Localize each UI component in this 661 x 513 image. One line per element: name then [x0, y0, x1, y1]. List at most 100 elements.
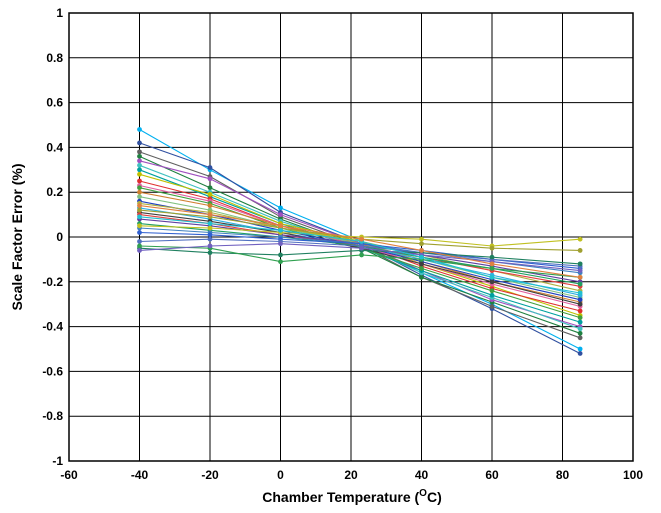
x-tick-labels: -60 -40 -20 0 20 40 60 80 100: [60, 468, 643, 482]
data-point: [207, 243, 213, 249]
data-point: [137, 153, 142, 159]
data-point: [207, 221, 213, 226]
x-tick-label: 20: [344, 468, 358, 482]
series-17: [137, 209, 583, 307]
y-tick-labels: -1 -0.8 -0.6 -0.4 -0.2 0 0.2 0.4 0.6 0.8 1: [42, 6, 63, 468]
data-point: [137, 214, 142, 220]
data-point: [419, 248, 424, 253]
data-point: [489, 254, 495, 260]
data-point: [278, 241, 283, 247]
y-tick-label: 0.8: [46, 51, 63, 65]
data-point: [137, 223, 142, 229]
x-tick-label: 80: [556, 468, 570, 482]
data-point: [207, 250, 213, 256]
data-point: [207, 176, 213, 182]
y-tick-label: -0.8: [42, 409, 63, 423]
data-point: [137, 243, 142, 249]
data-point: [577, 281, 583, 287]
series-30: [137, 203, 583, 280]
data-point: [137, 178, 142, 184]
data-point: [137, 158, 142, 164]
y-tick-label: -0.6: [42, 364, 63, 378]
y-tick-label: -1: [52, 454, 63, 468]
data-point: [207, 212, 213, 218]
data-point: [137, 127, 142, 132]
data-point: [419, 236, 424, 242]
y-tick-label: 0.6: [46, 96, 63, 110]
y-tick-label: -0.4: [42, 320, 63, 334]
data-point: [489, 304, 495, 309]
data-point: [278, 212, 283, 218]
data-point: [137, 171, 142, 177]
data-point: [419, 254, 424, 260]
data-point: [359, 245, 364, 251]
data-point: [577, 297, 583, 303]
data-point: [207, 236, 213, 242]
data-point: [137, 239, 142, 244]
data-point: [577, 301, 583, 307]
data-point: [419, 274, 424, 280]
data-point: [577, 261, 583, 267]
data-point: [207, 225, 213, 231]
data-point: [278, 223, 283, 229]
series-lines: [137, 127, 583, 356]
series-line: [139, 211, 581, 305]
x-tick-label: 0: [277, 468, 284, 482]
data-point: [137, 162, 142, 168]
data-point: [137, 189, 142, 195]
y-axis-title: Scale Factor Error (%): [9, 163, 25, 310]
data-point: [577, 326, 583, 332]
data-point: [137, 167, 142, 173]
y-tick-label: -0.2: [42, 275, 63, 289]
data-point: [489, 274, 495, 280]
data-point: [137, 203, 142, 209]
data-point: [577, 319, 583, 325]
data-point: [137, 194, 142, 200]
data-point: [207, 192, 213, 197]
y-tick-label: 0: [56, 230, 63, 244]
data-point: [419, 265, 424, 271]
data-point: [278, 252, 283, 258]
data-point: [577, 308, 583, 314]
x-tick-label: 100: [623, 468, 643, 482]
plot-frame: [68, 12, 634, 462]
data-point: [577, 236, 583, 242]
data-point: [207, 185, 213, 191]
data-point: [577, 290, 583, 296]
data-point: [359, 236, 364, 242]
data-point: [577, 346, 583, 352]
data-point: [577, 351, 583, 356]
x-tick-label: -20: [201, 468, 219, 482]
data-point: [489, 261, 495, 267]
x-axis-title-main: Chamber Temperature (: [262, 489, 419, 505]
data-point: [207, 203, 213, 209]
data-point: [137, 140, 142, 146]
data-point: [278, 227, 283, 233]
data-point: [137, 185, 142, 191]
y-tick-label: 1: [56, 6, 63, 20]
y-tick-label: 0.4: [46, 140, 63, 154]
x-axis-title-superscript: O: [419, 488, 427, 499]
data-point: [207, 165, 213, 170]
data-point: [137, 230, 142, 235]
data-point: [489, 265, 495, 271]
data-point: [207, 232, 213, 238]
data-point: [278, 259, 283, 265]
data-point: [137, 207, 142, 213]
data-point: [577, 268, 583, 273]
data-point: [577, 274, 583, 280]
x-tick-label: 40: [415, 468, 429, 482]
data-point: [489, 292, 495, 298]
x-axis-title-end: C): [427, 489, 442, 505]
data-point: [577, 315, 583, 321]
x-axis-title: Chamber Temperature (OC): [262, 488, 441, 505]
data-point: [489, 279, 495, 285]
x-tick-label: -40: [131, 468, 149, 482]
data-point: [137, 248, 142, 253]
data-point: [419, 261, 424, 267]
data-point: [489, 245, 495, 251]
data-point: [577, 335, 583, 341]
data-point: [577, 248, 583, 253]
data-point: [419, 241, 424, 247]
